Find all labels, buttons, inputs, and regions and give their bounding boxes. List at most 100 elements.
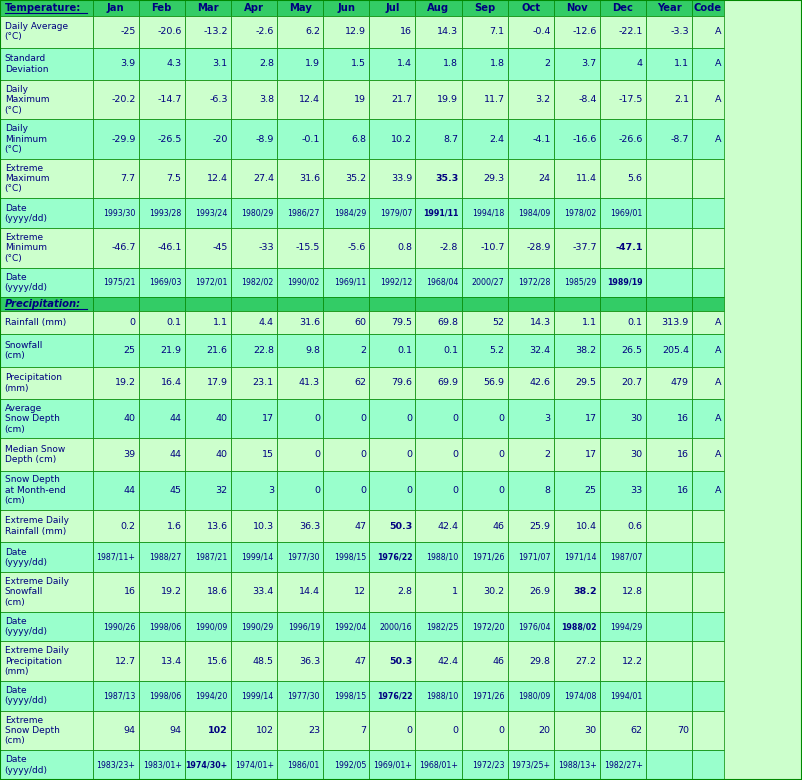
Bar bbox=[646, 470, 692, 510]
Bar bbox=[692, 641, 723, 681]
Bar bbox=[508, 159, 553, 198]
Text: A: A bbox=[715, 135, 722, 144]
Text: 47: 47 bbox=[354, 657, 366, 665]
Text: Jan: Jan bbox=[107, 3, 124, 12]
Bar bbox=[231, 80, 277, 119]
Text: 1987/11+: 1987/11+ bbox=[96, 553, 136, 562]
Bar bbox=[600, 399, 646, 438]
Bar bbox=[600, 310, 646, 335]
Text: 16.4: 16.4 bbox=[160, 378, 181, 388]
Text: 1999/14: 1999/14 bbox=[241, 691, 273, 700]
Bar bbox=[692, 399, 723, 438]
Bar bbox=[323, 198, 369, 228]
Bar bbox=[462, 510, 508, 542]
Bar bbox=[462, 80, 508, 119]
Bar bbox=[0, 159, 92, 198]
Text: 1994/29: 1994/29 bbox=[610, 622, 642, 631]
Bar bbox=[277, 268, 323, 297]
Bar bbox=[600, 48, 646, 80]
Text: Year: Year bbox=[657, 3, 682, 12]
Bar bbox=[323, 228, 369, 268]
Text: 19.2: 19.2 bbox=[160, 587, 181, 597]
Text: 21.9: 21.9 bbox=[160, 346, 181, 355]
Bar bbox=[92, 159, 139, 198]
Bar bbox=[277, 80, 323, 119]
Bar bbox=[184, 335, 231, 367]
Bar bbox=[462, 16, 508, 48]
Bar bbox=[92, 438, 139, 470]
Bar bbox=[646, 711, 692, 750]
Text: 0: 0 bbox=[314, 486, 320, 495]
Bar bbox=[415, 228, 462, 268]
Text: 42.4: 42.4 bbox=[437, 522, 458, 530]
Bar bbox=[139, 367, 184, 399]
Bar bbox=[92, 48, 139, 80]
Bar bbox=[508, 470, 553, 510]
Bar bbox=[415, 310, 462, 335]
Text: A: A bbox=[715, 346, 722, 355]
Text: 1983/01+: 1983/01+ bbox=[143, 760, 181, 770]
Bar bbox=[553, 542, 600, 573]
Bar bbox=[508, 48, 553, 80]
Bar bbox=[277, 198, 323, 228]
Text: 38.2: 38.2 bbox=[576, 346, 597, 355]
Text: 1969/01+: 1969/01+ bbox=[373, 760, 412, 770]
Bar bbox=[323, 0, 369, 16]
Text: Date
(yyyy/dd): Date (yyyy/dd) bbox=[5, 755, 47, 775]
Bar bbox=[277, 16, 323, 48]
Bar bbox=[369, 438, 415, 470]
Text: 16: 16 bbox=[677, 450, 689, 459]
Text: 1994/01: 1994/01 bbox=[610, 691, 642, 700]
Text: 1.1: 1.1 bbox=[581, 318, 597, 327]
Bar bbox=[369, 612, 415, 641]
Text: Extreme
Maximum
(°C): Extreme Maximum (°C) bbox=[5, 164, 49, 193]
Text: 48.5: 48.5 bbox=[253, 657, 273, 665]
Text: A: A bbox=[715, 414, 722, 424]
Text: 0: 0 bbox=[406, 486, 412, 495]
Text: 19: 19 bbox=[354, 95, 366, 105]
Bar bbox=[369, 16, 415, 48]
Text: 44: 44 bbox=[124, 486, 136, 495]
Text: 1994/18: 1994/18 bbox=[472, 209, 504, 218]
Text: 1982/25: 1982/25 bbox=[426, 622, 458, 631]
Bar bbox=[415, 268, 462, 297]
Text: 4.4: 4.4 bbox=[259, 318, 273, 327]
Bar bbox=[462, 367, 508, 399]
Text: 31.6: 31.6 bbox=[299, 318, 320, 327]
Text: 46: 46 bbox=[492, 522, 504, 530]
Bar bbox=[92, 367, 139, 399]
Bar bbox=[553, 198, 600, 228]
Bar bbox=[553, 228, 600, 268]
Text: 1990/09: 1990/09 bbox=[196, 622, 228, 631]
Text: 30: 30 bbox=[585, 726, 597, 735]
Bar bbox=[415, 198, 462, 228]
Bar bbox=[92, 335, 139, 367]
Text: 1974/08: 1974/08 bbox=[565, 691, 597, 700]
Text: 1994/20: 1994/20 bbox=[196, 691, 228, 700]
Bar bbox=[184, 80, 231, 119]
Bar bbox=[139, 228, 184, 268]
Text: -20.6: -20.6 bbox=[157, 27, 181, 36]
Bar bbox=[0, 542, 92, 573]
Text: 0.1: 0.1 bbox=[167, 318, 181, 327]
Bar bbox=[462, 198, 508, 228]
Text: Temperature:: Temperature: bbox=[5, 3, 81, 12]
Text: Jun: Jun bbox=[338, 3, 355, 12]
Bar bbox=[692, 711, 723, 750]
Bar bbox=[139, 573, 184, 612]
Bar bbox=[462, 612, 508, 641]
Bar bbox=[600, 750, 646, 780]
Text: 3.7: 3.7 bbox=[581, 59, 597, 69]
Text: 41.3: 41.3 bbox=[299, 378, 320, 388]
Text: 1986/01: 1986/01 bbox=[288, 760, 320, 770]
Text: 2.4: 2.4 bbox=[489, 135, 504, 144]
Text: 46: 46 bbox=[492, 657, 504, 665]
Text: 94: 94 bbox=[124, 726, 136, 735]
Bar bbox=[231, 0, 277, 16]
Text: 4: 4 bbox=[637, 59, 642, 69]
Text: A: A bbox=[715, 318, 722, 327]
Text: 0: 0 bbox=[452, 486, 458, 495]
Bar bbox=[415, 335, 462, 367]
Bar bbox=[231, 367, 277, 399]
Bar bbox=[646, 268, 692, 297]
